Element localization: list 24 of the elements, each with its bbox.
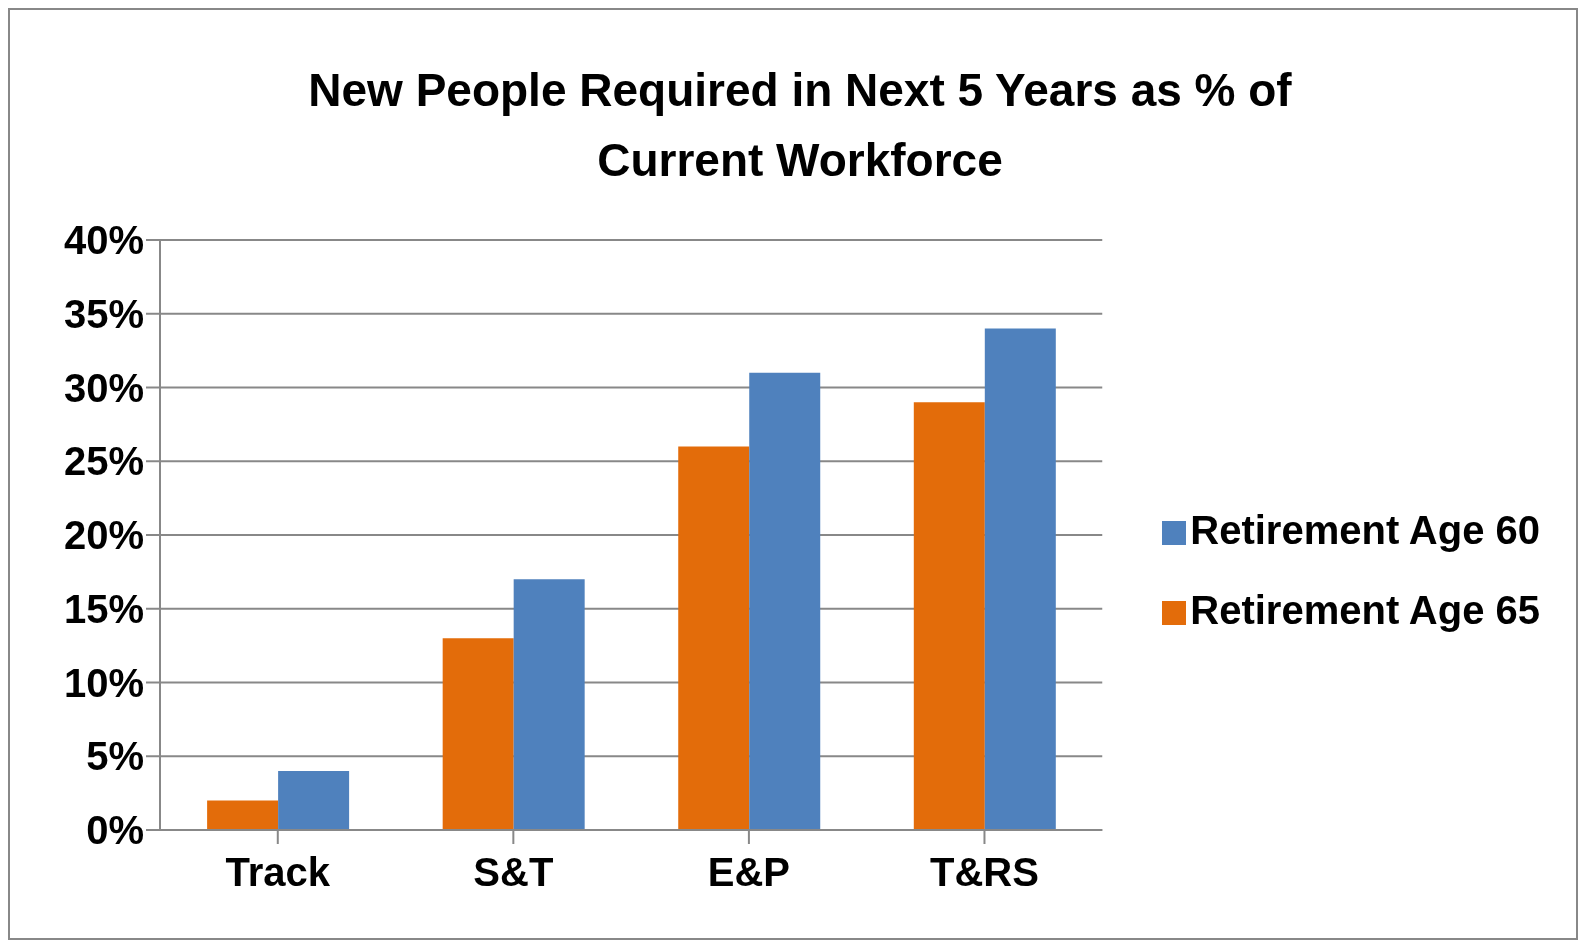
chart-title: New People Required in Next 5 Years as % of Current Workforce: [307, 63, 1293, 188]
bar: [278, 771, 350, 830]
legend-label: Retirement Age 60: [1190, 508, 1540, 552]
bar: [749, 372, 821, 830]
y-tick-label: 25%: [63, 439, 144, 484]
bar: [984, 328, 1056, 830]
x-tick-label: S&T: [473, 850, 554, 895]
x-tick-label: E&P: [707, 850, 791, 895]
bar: [513, 579, 585, 830]
y-tick-label: 30%: [63, 365, 144, 410]
y-tick-label: 0%: [86, 808, 144, 853]
y-tick-label: 15%: [63, 586, 144, 631]
bar: [442, 638, 514, 830]
x-tick-label: T&RS: [930, 850, 1039, 895]
y-tick-label: 10%: [63, 660, 144, 705]
x-tick-label: Track: [225, 850, 331, 895]
y-tick-label: 20%: [63, 513, 144, 558]
y-tick-label: 40%: [63, 218, 144, 263]
bar: [678, 446, 750, 830]
bar: [207, 800, 279, 830]
y-tick-label: 35%: [63, 291, 144, 336]
y-tick-label: 5%: [86, 734, 144, 779]
bar: [913, 402, 985, 830]
legend-label: Retirement Age 65: [1190, 588, 1540, 632]
